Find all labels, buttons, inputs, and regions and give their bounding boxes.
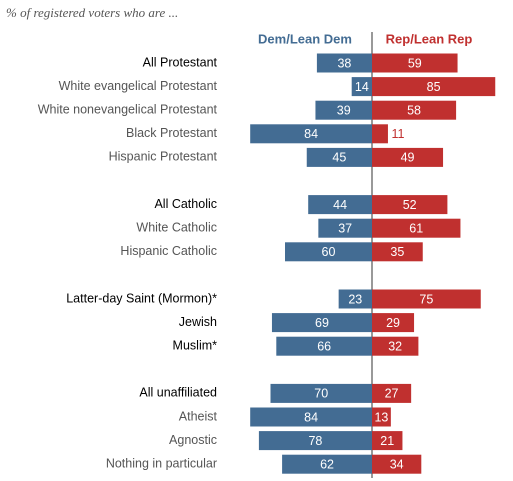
category-label: Jewish: [179, 315, 217, 329]
bar: [285, 242, 372, 262]
bar: [372, 53, 458, 73]
value-label: 14: [355, 80, 369, 94]
value-label: 85: [427, 80, 441, 94]
value-label: 35: [390, 245, 404, 259]
value-label: 60: [322, 245, 336, 259]
value-label: 13: [374, 410, 388, 424]
bar: [372, 100, 457, 120]
value-label: 69: [315, 316, 329, 330]
category-label: White nonevangelical Protestant: [38, 102, 218, 116]
category-label: Muslim*: [173, 338, 218, 352]
value-label: 38: [337, 56, 351, 70]
value-label: 78: [308, 434, 322, 448]
value-label: 75: [419, 292, 433, 306]
value-label: 61: [409, 221, 423, 235]
bar: [372, 407, 391, 427]
value-label: 29: [386, 316, 400, 330]
category-label: Nothing in particular: [106, 456, 217, 470]
bar: [372, 124, 388, 144]
bar: [308, 195, 372, 215]
value-label: 32: [388, 339, 402, 353]
bar: [372, 242, 423, 262]
bar: [271, 313, 372, 333]
bar: [372, 313, 415, 333]
category-label: Agnostic: [169, 433, 217, 447]
value-label: 49: [401, 151, 415, 165]
value-label: 45: [332, 151, 346, 165]
category-label: Atheist: [179, 409, 218, 423]
bar: [276, 336, 372, 356]
value-label: 21: [380, 434, 394, 448]
bar: [270, 383, 372, 403]
value-label: 66: [317, 339, 331, 353]
value-label: 70: [314, 387, 328, 401]
category-label: All Catholic: [154, 197, 217, 211]
bar: [372, 218, 461, 238]
value-label: 58: [407, 103, 421, 117]
bar: [338, 289, 372, 309]
bar: [315, 100, 372, 120]
bar: [258, 431, 372, 451]
value-label: 37: [338, 221, 352, 235]
category-label: White evangelical Protestant: [59, 79, 218, 93]
bar: [250, 124, 372, 144]
legend-label: Dem/Lean Dem: [258, 31, 352, 46]
bar: [316, 53, 372, 73]
value-label: 84: [304, 127, 318, 141]
category-label: All Protestant: [143, 55, 218, 69]
bar: [306, 147, 372, 167]
category-label: Hispanic Protestant: [109, 150, 218, 164]
category-label: All unaffiliated: [139, 386, 217, 400]
category-label: Latter-day Saint (Mormon)*: [66, 291, 217, 305]
bar: [372, 383, 412, 403]
chart-subtitle: % of registered voters who are ...: [6, 5, 178, 20]
bar: [282, 454, 372, 474]
value-label: 59: [408, 56, 422, 70]
bar: [372, 454, 422, 474]
value-label: 62: [320, 457, 334, 471]
bar: [372, 147, 444, 167]
legend-label: Rep/Lean Rep: [386, 31, 473, 46]
value-label: 84: [304, 410, 318, 424]
bar: [372, 289, 481, 309]
bar: [351, 77, 372, 97]
value-label: 44: [333, 198, 347, 212]
category-label: White Catholic: [136, 220, 217, 234]
value-label: 52: [403, 198, 417, 212]
bar: [372, 431, 403, 451]
category-label: Hispanic Catholic: [120, 244, 217, 258]
value-label: 39: [337, 103, 351, 117]
bar: [372, 77, 496, 97]
bar: [250, 407, 372, 427]
value-label: 11: [391, 127, 404, 141]
bar: [318, 218, 372, 238]
category-label: Black Protestant: [126, 126, 218, 140]
value-label: 34: [390, 457, 404, 471]
bar: [372, 336, 419, 356]
value-label: 27: [385, 387, 399, 401]
value-label: 23: [348, 292, 362, 306]
bar: [372, 195, 448, 215]
